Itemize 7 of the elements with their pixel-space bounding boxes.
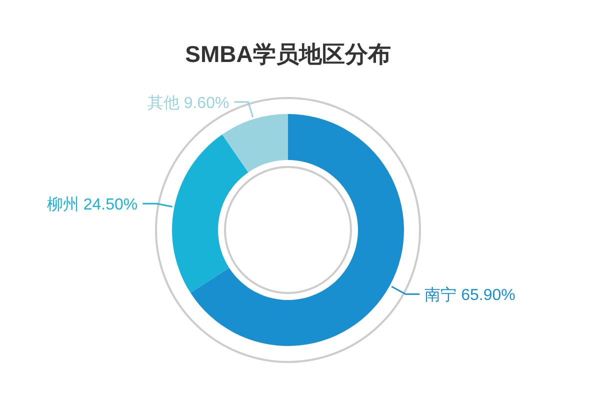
donut-slice xyxy=(190,114,404,346)
donut-slice xyxy=(222,114,288,172)
donut-slice xyxy=(172,134,248,293)
slice-label: 南宁 65.90% xyxy=(424,286,516,304)
chart-title: SMBA学员地区分布 xyxy=(185,41,391,67)
slice-label: 其他 9.60% xyxy=(147,94,230,112)
slice-label: 柳州 24.50% xyxy=(46,196,138,214)
